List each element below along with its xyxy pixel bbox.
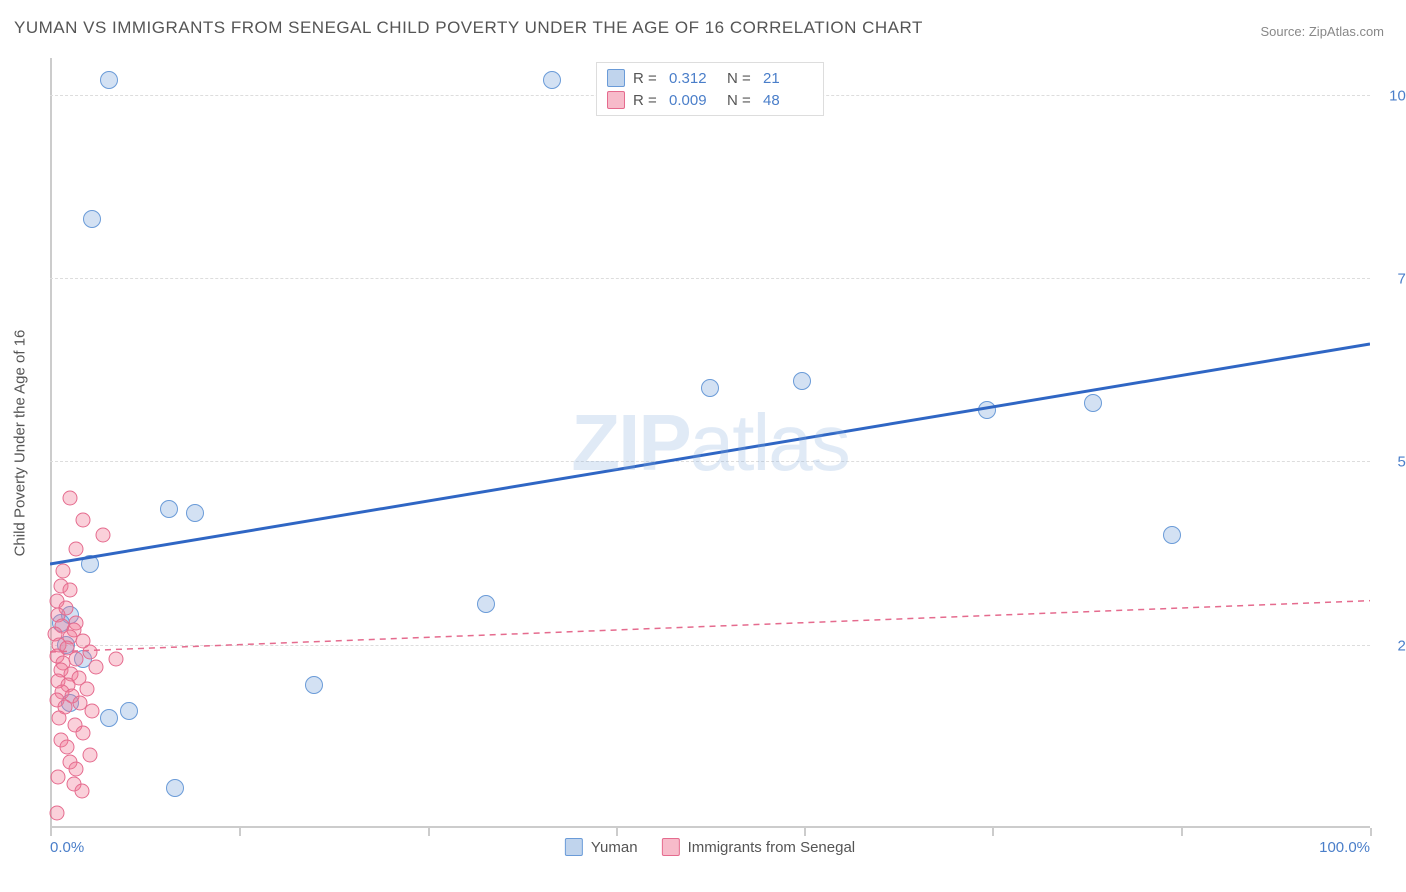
scatter-point-pink [69, 762, 84, 777]
scatter-point-blue [186, 504, 204, 522]
scatter-point-pink [69, 542, 84, 557]
stat-row-senegal: R = 0.009 N = 48 [607, 89, 813, 111]
scatter-point-pink [85, 703, 100, 718]
scatter-point-pink [89, 659, 104, 674]
ytick-label: 75.0% [1380, 271, 1406, 288]
scatter-point-blue [543, 71, 561, 89]
xtick [428, 828, 430, 836]
stat-r-value: 0.009 [669, 92, 719, 109]
scatter-point-blue [305, 676, 323, 694]
gridline: 25.0% [50, 645, 1370, 646]
chart-source: Source: ZipAtlas.com [1260, 24, 1384, 39]
scatter-point-pink [62, 491, 77, 506]
xtick [992, 828, 994, 836]
ytick-label: 25.0% [1380, 637, 1406, 654]
scatter-point-blue [1163, 526, 1181, 544]
stat-n-label: N = [727, 70, 755, 87]
xtick [1370, 828, 1372, 836]
scatter-point-pink [74, 784, 89, 799]
scatter-point-blue [100, 709, 118, 727]
scatter-point-pink [76, 513, 91, 528]
plot-box [50, 58, 1370, 828]
stat-r-label: R = [633, 70, 661, 87]
xtick [616, 828, 618, 836]
ytick-label: 100.0% [1380, 87, 1406, 104]
stat-n-value: 21 [763, 70, 813, 87]
scatter-point-blue [166, 779, 184, 797]
scatter-point-blue [793, 372, 811, 390]
chart-area: Child Poverty Under the Age of 16 25.0%5… [50, 58, 1370, 828]
stat-legend: R = 0.312 N = 21 R = 0.009 N = 48 [596, 62, 824, 116]
legend-label: Immigrants from Senegal [688, 839, 856, 856]
scatter-point-pink [82, 747, 97, 762]
swatch-pink-icon [607, 91, 625, 109]
y-axis-label: Child Poverty Under the Age of 16 [12, 330, 29, 557]
xtick [804, 828, 806, 836]
scatter-point-pink [56, 564, 71, 579]
gridline: 75.0% [50, 278, 1370, 279]
scatter-point-pink [95, 527, 110, 542]
scatter-point-blue [701, 379, 719, 397]
scatter-point-blue [120, 702, 138, 720]
scatter-point-pink [79, 681, 94, 696]
scatter-point-blue [100, 71, 118, 89]
scatter-point-blue [1084, 394, 1102, 412]
bottom-legend: Yuman Immigrants from Senegal [565, 838, 855, 856]
legend-label: Yuman [591, 839, 638, 856]
ytick-label: 50.0% [1380, 454, 1406, 471]
stat-n-value: 48 [763, 92, 813, 109]
stat-r-label: R = [633, 92, 661, 109]
xtick [1181, 828, 1183, 836]
scatter-point-blue [477, 595, 495, 613]
swatch-pink-icon [662, 838, 680, 856]
scatter-point-pink [82, 645, 97, 660]
swatch-blue-icon [607, 69, 625, 87]
chart-title: YUMAN VS IMMIGRANTS FROM SENEGAL CHILD P… [14, 18, 923, 38]
stat-row-yuman: R = 0.312 N = 21 [607, 67, 813, 89]
scatter-point-blue [83, 210, 101, 228]
stat-r-value: 0.312 [669, 70, 719, 87]
xtick-label: 0.0% [50, 839, 84, 856]
scatter-point-blue [160, 500, 178, 518]
scatter-point-blue [978, 401, 996, 419]
legend-item-yuman: Yuman [565, 838, 638, 856]
scatter-point-pink [49, 806, 64, 821]
scatter-point-pink [52, 711, 67, 726]
gridline: 50.0% [50, 461, 1370, 462]
scatter-point-pink [60, 740, 75, 755]
xtick [50, 828, 52, 836]
swatch-blue-icon [565, 838, 583, 856]
xtick [239, 828, 241, 836]
scatter-point-pink [69, 652, 84, 667]
stat-n-label: N = [727, 92, 755, 109]
legend-item-senegal: Immigrants from Senegal [662, 838, 856, 856]
scatter-point-pink [109, 652, 124, 667]
scatter-point-pink [50, 769, 65, 784]
scatter-point-pink [76, 725, 91, 740]
scatter-point-pink [62, 582, 77, 597]
xtick-label: 100.0% [1319, 839, 1370, 856]
scatter-point-blue [81, 555, 99, 573]
